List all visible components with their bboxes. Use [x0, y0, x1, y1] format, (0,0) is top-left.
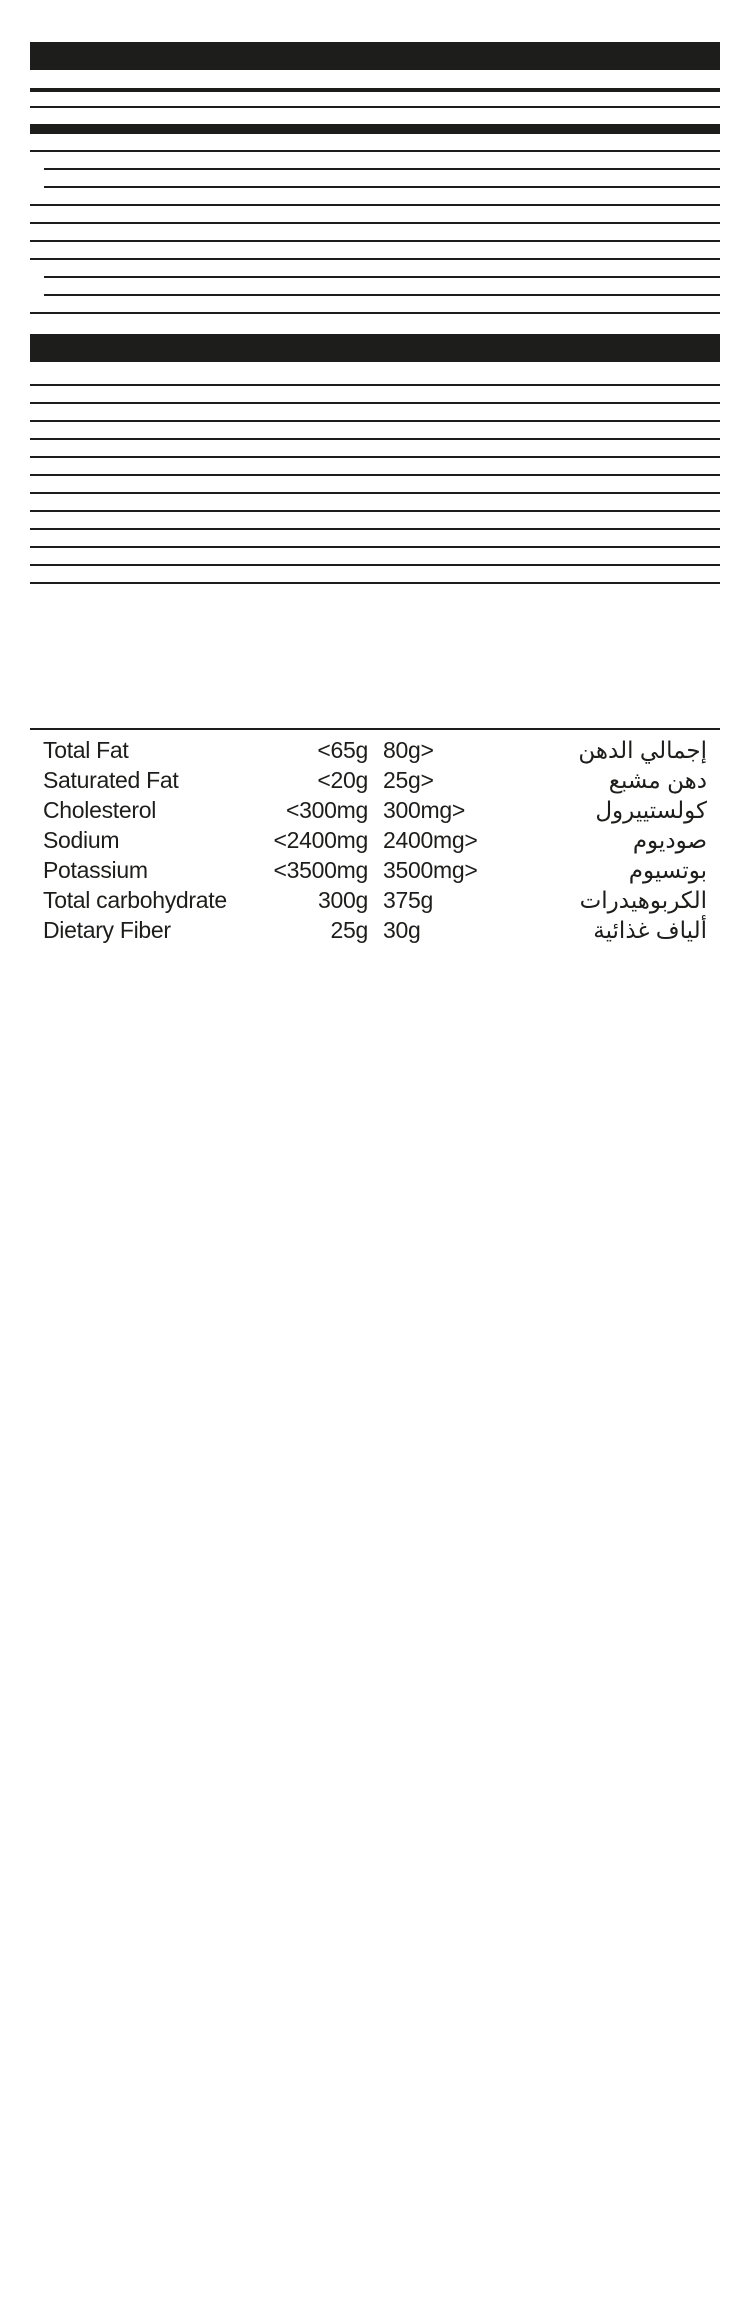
vitamin-row — [30, 368, 720, 384]
vitamin-row — [30, 384, 720, 402]
reference-name-ar: كولستييرول — [595, 797, 707, 823]
amount-per-serving-header — [30, 70, 720, 90]
reference-table-header — [30, 716, 720, 730]
reference-row: Total carbohydrate 300g 375g الكربوهيدرا… — [30, 885, 720, 915]
reference-name-en: Total carbohydrate — [43, 887, 227, 913]
reference-table-rows: Total Fat <65g 80g> إجمالي الدهن Saturat… — [30, 730, 720, 945]
vitamin-row — [30, 492, 720, 510]
reference-name-ar: بوتسيوم — [628, 857, 708, 883]
reference-row: Saturated Fat <20g 25g> دهن مشبع — [30, 765, 720, 795]
nutrition-facts-label: Total Fat <65g 80g> إجمالي الدهن Saturat… — [0, 0, 750, 985]
reference-name-ar: صوديوم — [632, 827, 707, 853]
reference-name-en: Dietary Fiber — [43, 917, 171, 943]
reference-name-en: Cholesterol — [43, 797, 157, 823]
nutrient-row — [30, 258, 720, 276]
reference-row: Potassium <3500mg 3500mg> بوتسيوم — [30, 855, 720, 885]
calories-row — [30, 106, 720, 122]
vitamin-row — [30, 564, 720, 582]
reference-value-2500: 375g — [383, 887, 433, 913]
reference-row: Dietary Fiber 25g 30g ألياف غذائية — [30, 915, 720, 945]
vitamin-row — [30, 402, 720, 420]
vitamin-row — [30, 510, 720, 528]
reference-value-2000: 300g — [318, 887, 368, 913]
reference-value-2500: 80g> — [383, 737, 434, 763]
reference-row: Total Fat <65g 80g> إجمالي الدهن — [30, 735, 720, 765]
nutrient-row — [30, 222, 720, 240]
reference-name-ar: الكربوهيدرات — [579, 887, 708, 913]
reference-value-2000: <300mg — [286, 797, 368, 823]
vitamin-row — [30, 456, 720, 474]
calorie-reference-table: Total Fat <65g 80g> إجمالي الدهن Saturat… — [30, 716, 720, 945]
reference-name-en: Total Fat — [43, 737, 129, 763]
reference-value-2000: <20g — [317, 767, 368, 793]
nutrient-row — [30, 312, 720, 330]
reference-value-2500: 2400mg> — [383, 827, 478, 853]
reference-value-2500: 25g> — [383, 767, 434, 793]
nutrient-row — [30, 152, 720, 168]
nutrient-row — [30, 168, 720, 186]
nutrient-row — [30, 204, 720, 222]
reference-name-en: Potassium — [43, 857, 148, 883]
nutrient-row — [30, 294, 720, 312]
reference-value-2000: <3500mg — [273, 857, 369, 883]
nutrient-row — [30, 276, 720, 294]
vitamin-row — [30, 474, 720, 492]
reference-value-2500: 30g — [383, 917, 421, 943]
section-divider-bar — [30, 124, 720, 134]
reference-value-2500: 300mg> — [383, 797, 465, 823]
reference-value-2500: 3500mg> — [383, 857, 478, 883]
vitamin-row — [30, 420, 720, 438]
reference-name-en: Saturated Fat — [43, 767, 179, 793]
reference-value-2000: 25g — [330, 917, 369, 943]
section-divider-bar — [30, 42, 720, 70]
reference-name-ar: دهن مشبع — [608, 767, 708, 793]
reference-row: Cholesterol <300mg 300mg> كولستييرول — [30, 795, 720, 825]
calories-row — [30, 90, 720, 106]
calories-rows — [30, 90, 720, 122]
vitamin-table — [30, 368, 720, 584]
reference-name-ar: إجمالي الدهن — [578, 737, 707, 763]
section-divider-bar — [30, 334, 720, 362]
vitamin-row — [30, 546, 720, 564]
vitamin-row — [30, 528, 720, 546]
reference-value-2000: <2400mg — [273, 827, 369, 853]
nutrient-table — [30, 152, 720, 330]
reference-name-ar: ألياف غذائية — [593, 917, 707, 943]
reference-value-2000: <65g — [317, 737, 368, 763]
reference-row: Sodium <2400mg 2400mg> صوديوم — [30, 825, 720, 855]
nutrient-row — [30, 186, 720, 204]
daily-value-header — [30, 134, 720, 152]
vitamin-row — [30, 438, 720, 456]
reference-name-en: Sodium — [43, 827, 120, 853]
nutrient-row — [30, 240, 720, 258]
